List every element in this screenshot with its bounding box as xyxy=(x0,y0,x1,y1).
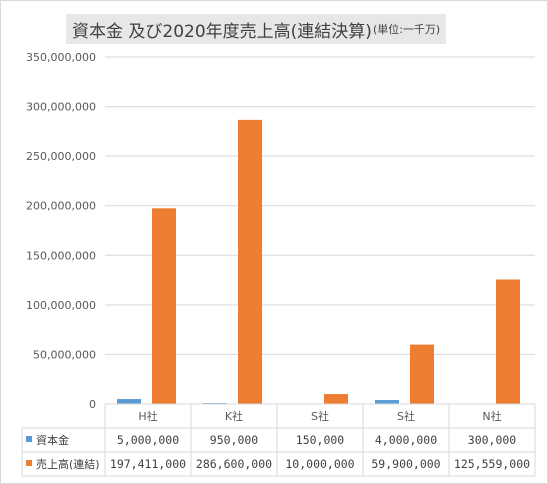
data-label: 150,000 xyxy=(296,433,345,447)
legend-swatch xyxy=(26,436,32,442)
legend-label: 売上高(連結) xyxy=(36,457,100,471)
bar-sales xyxy=(496,279,520,404)
legend-swatch xyxy=(26,460,32,466)
category-label: S社 xyxy=(397,409,415,423)
y-tick-label: 150,000,000 xyxy=(26,249,96,262)
y-tick-label: 250,000,000 xyxy=(26,150,96,163)
y-tick-label: 50,000,000 xyxy=(33,348,96,361)
bar-sales xyxy=(410,344,434,404)
data-label: 5,000,000 xyxy=(117,433,179,447)
data-label: 197,411,000 xyxy=(110,457,186,471)
bar-capital xyxy=(117,399,141,404)
data-label: 4,000,000 xyxy=(375,433,437,447)
data-label: 950,000 xyxy=(210,433,259,447)
legend-label: 資本金 xyxy=(36,433,69,447)
y-tick-label: 350,000,000 xyxy=(26,51,96,64)
category-label: N社 xyxy=(482,409,501,423)
category-label: S社 xyxy=(311,409,329,423)
bar-sales xyxy=(324,394,348,404)
data-label: 59,900,000 xyxy=(371,457,440,471)
data-label: 125,559,000 xyxy=(454,457,530,471)
data-label: 300,000 xyxy=(468,433,517,447)
bar-sales xyxy=(152,208,176,404)
category-label: H社 xyxy=(138,409,157,423)
chart-title-main: 資本金 及び2020年度売上高(連結決算) xyxy=(72,21,372,42)
y-tick-label: 100,000,000 xyxy=(26,299,96,312)
data-label: 286,600,000 xyxy=(196,457,272,471)
chart-title-unit: (単位:一千万) xyxy=(372,23,441,36)
chart-title: 資本金 及び2020年度売上高(連結決算) (単位:一千万) xyxy=(66,14,447,44)
y-tick-label: 200,000,000 xyxy=(26,200,96,213)
y-tick-label: 300,000,000 xyxy=(26,101,96,114)
data-label: 10,000,000 xyxy=(285,457,354,471)
bar-sales xyxy=(238,119,262,405)
y-tick-label: 0 xyxy=(89,398,96,411)
category-label: K社 xyxy=(225,409,243,423)
bar-capital xyxy=(375,400,399,404)
